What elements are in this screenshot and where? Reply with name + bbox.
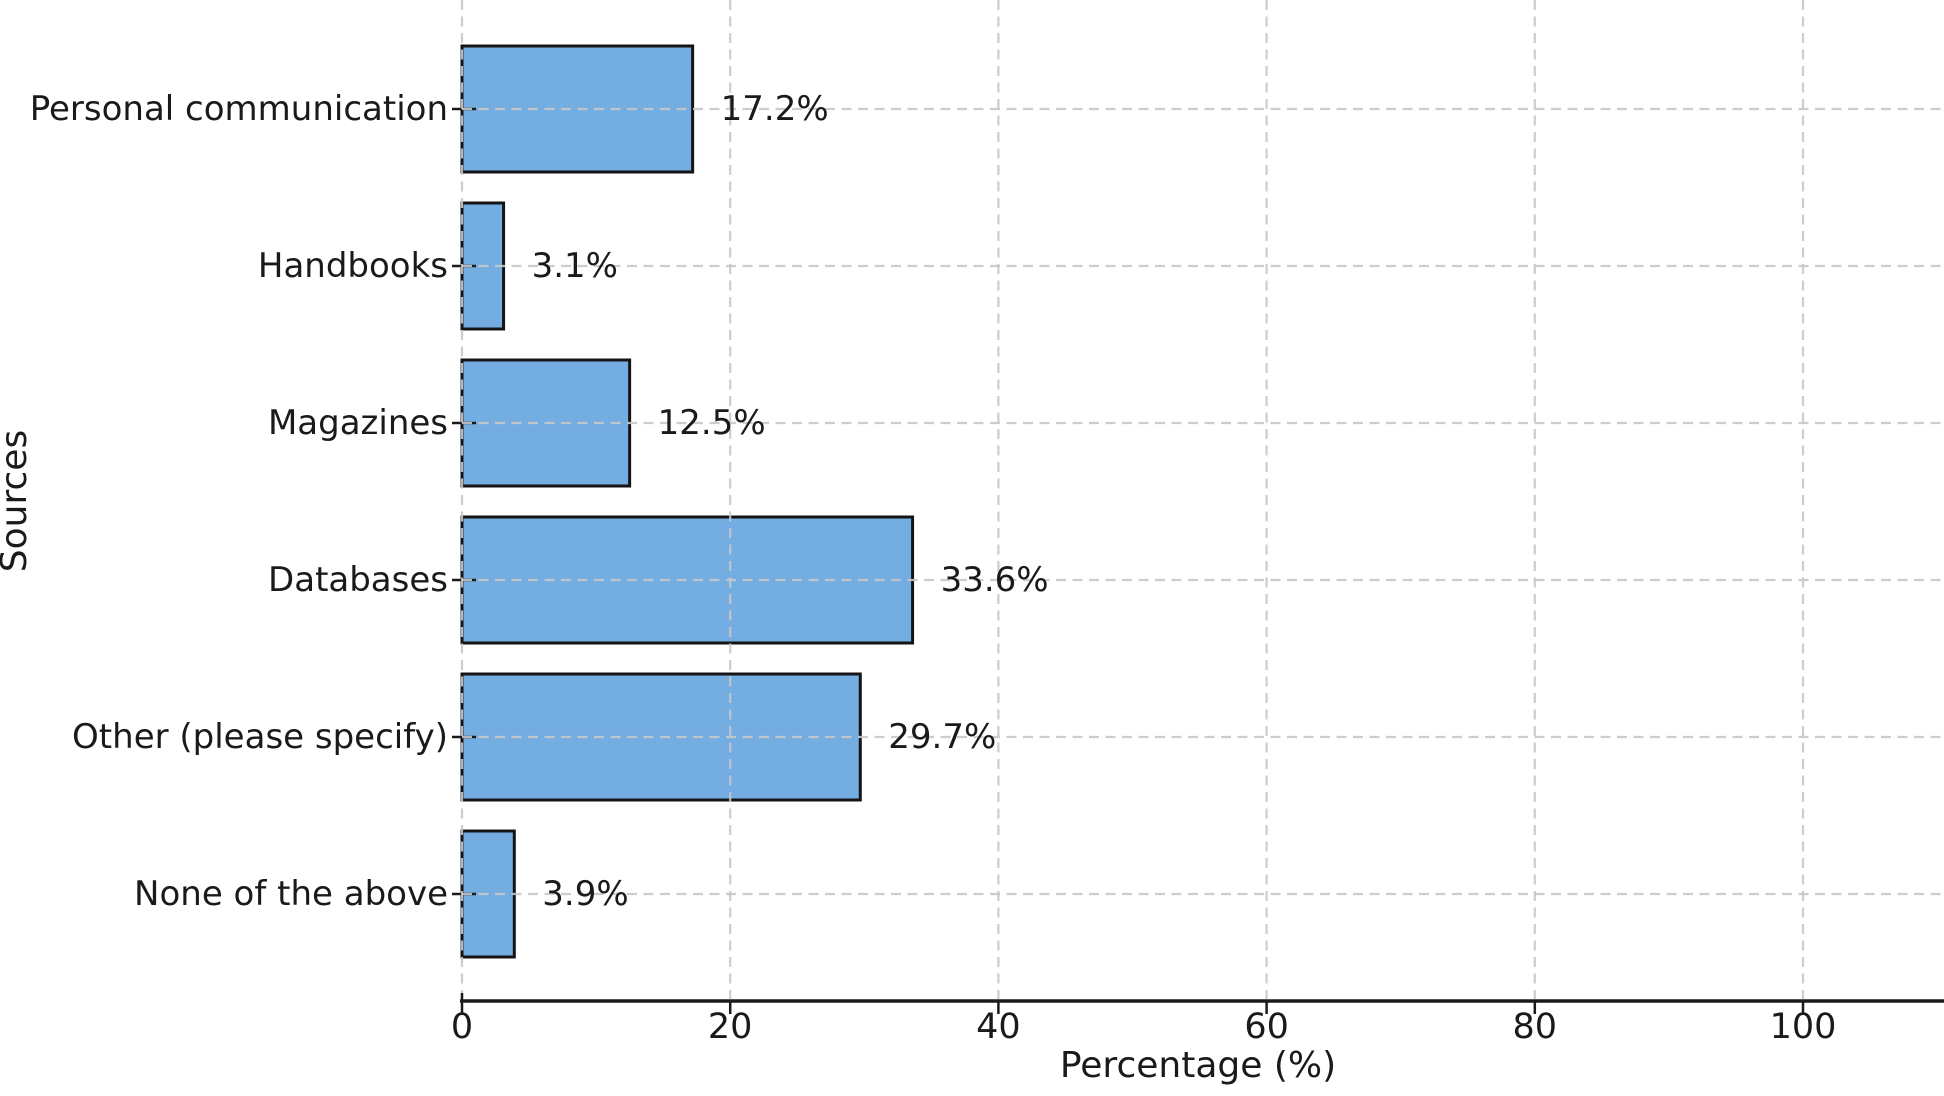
y-axis-title: Sources [0, 429, 35, 573]
value-label: 33.6% [940, 560, 1049, 600]
value-label: 3.1% [531, 246, 618, 286]
x-tick-label: 100 [1769, 1007, 1837, 1047]
x-tick-label: 20 [707, 1007, 753, 1047]
x-tick-label: 80 [1512, 1007, 1558, 1047]
x-tick-label: 40 [976, 1007, 1021, 1047]
category-label: Personal communication [29, 89, 448, 129]
value-label: 12.5% [657, 403, 766, 443]
category-label: Handbooks [257, 246, 448, 286]
category-label: Databases [268, 560, 448, 600]
x-tick-label: 0 [450, 1007, 474, 1047]
value-label: 3.9% [542, 874, 629, 914]
x-tick-label: 60 [1244, 1007, 1289, 1047]
x-axis-title: Percentage (%) [1059, 1045, 1337, 1086]
value-label: 29.7% [888, 717, 997, 757]
category-label: Magazines [267, 403, 448, 443]
category-label: None of the above [134, 874, 448, 914]
value-label: 17.2% [720, 89, 829, 129]
category-label: Other (please specify) [72, 717, 448, 757]
